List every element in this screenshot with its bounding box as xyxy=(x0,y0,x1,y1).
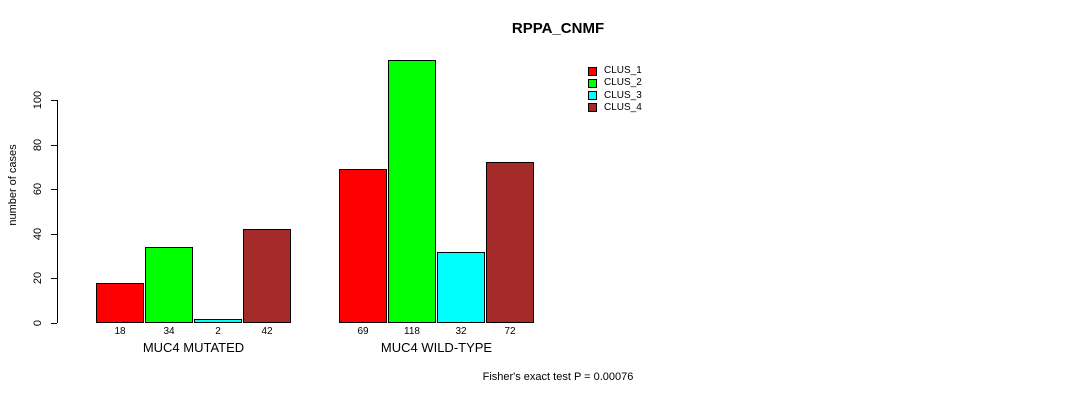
group-label-muc4-wild-type: MUC4 WILD-TYPE xyxy=(380,340,493,355)
legend-item-clus_1: CLUS_1 xyxy=(588,65,642,77)
y-tick-mark-20 xyxy=(51,278,57,279)
y-tick-label-0: 0 xyxy=(32,319,44,327)
y-tick-label-20: 20 xyxy=(32,271,44,285)
legend-item-clus_2: CLUS_2 xyxy=(588,77,642,89)
chart-title: RPPA_CNMF xyxy=(511,20,605,37)
y-tick-label-60: 60 xyxy=(32,182,44,196)
bar-value-label: 69 xyxy=(357,326,369,337)
y-tick-mark-40 xyxy=(51,234,57,235)
bar-value-label: 34 xyxy=(163,326,175,337)
legend-item-clus_4: CLUS_4 xyxy=(588,102,642,114)
legend-label-clus_4: CLUS_4 xyxy=(604,101,642,113)
bar-value-label: 2 xyxy=(215,326,221,337)
y-tick-mark-80 xyxy=(51,145,57,146)
legend-swatch-clus_2 xyxy=(588,78,597,88)
y-tick-label-100: 100 xyxy=(32,90,44,110)
y-tick-mark-100 xyxy=(51,100,57,101)
bar-value-label: 18 xyxy=(114,326,126,337)
y-tick-mark-60 xyxy=(51,189,57,190)
bar-CLUS_4-muc4-mutated xyxy=(243,229,291,323)
bar-CLUS_2-muc4-wild-type xyxy=(388,60,436,323)
bar-CLUS_3-muc4-mutated xyxy=(194,319,242,323)
y-tick-label-80: 80 xyxy=(32,138,44,152)
bar-value-label: 72 xyxy=(504,326,516,337)
y-axis-label: number of cases xyxy=(7,144,19,226)
bar-value-label: 118 xyxy=(404,326,420,337)
y-tick-label-40: 40 xyxy=(32,227,44,241)
bar-CLUS_2-muc4-mutated xyxy=(145,247,193,323)
bar-CLUS_4-muc4-wild-type xyxy=(486,162,534,323)
group-label-muc4-mutated: MUC4 MUTATED xyxy=(142,340,245,355)
legend-swatch-clus_3 xyxy=(588,91,597,101)
bar-value-label: 42 xyxy=(261,326,273,337)
bar-CLUS_3-muc4-wild-type xyxy=(437,252,485,323)
legend-label-clus_3: CLUS_3 xyxy=(604,89,642,101)
annotation-text: Fisher's exact test P = 0.00076 xyxy=(482,371,634,383)
bar-value-label: 32 xyxy=(455,326,467,337)
bar-CLUS_1-muc4-wild-type xyxy=(339,169,387,323)
y-axis-line xyxy=(57,100,58,323)
bar-CLUS_1-muc4-mutated xyxy=(96,283,144,323)
legend-swatch-clus_1 xyxy=(588,66,597,76)
legend-swatch-clus_4 xyxy=(588,103,597,113)
legend-label-clus_2: CLUS_2 xyxy=(604,77,642,89)
y-tick-mark-0 xyxy=(51,323,57,324)
legend-item-clus_3: CLUS_3 xyxy=(588,90,642,102)
legend-label-clus_1: CLUS_1 xyxy=(604,65,642,76)
